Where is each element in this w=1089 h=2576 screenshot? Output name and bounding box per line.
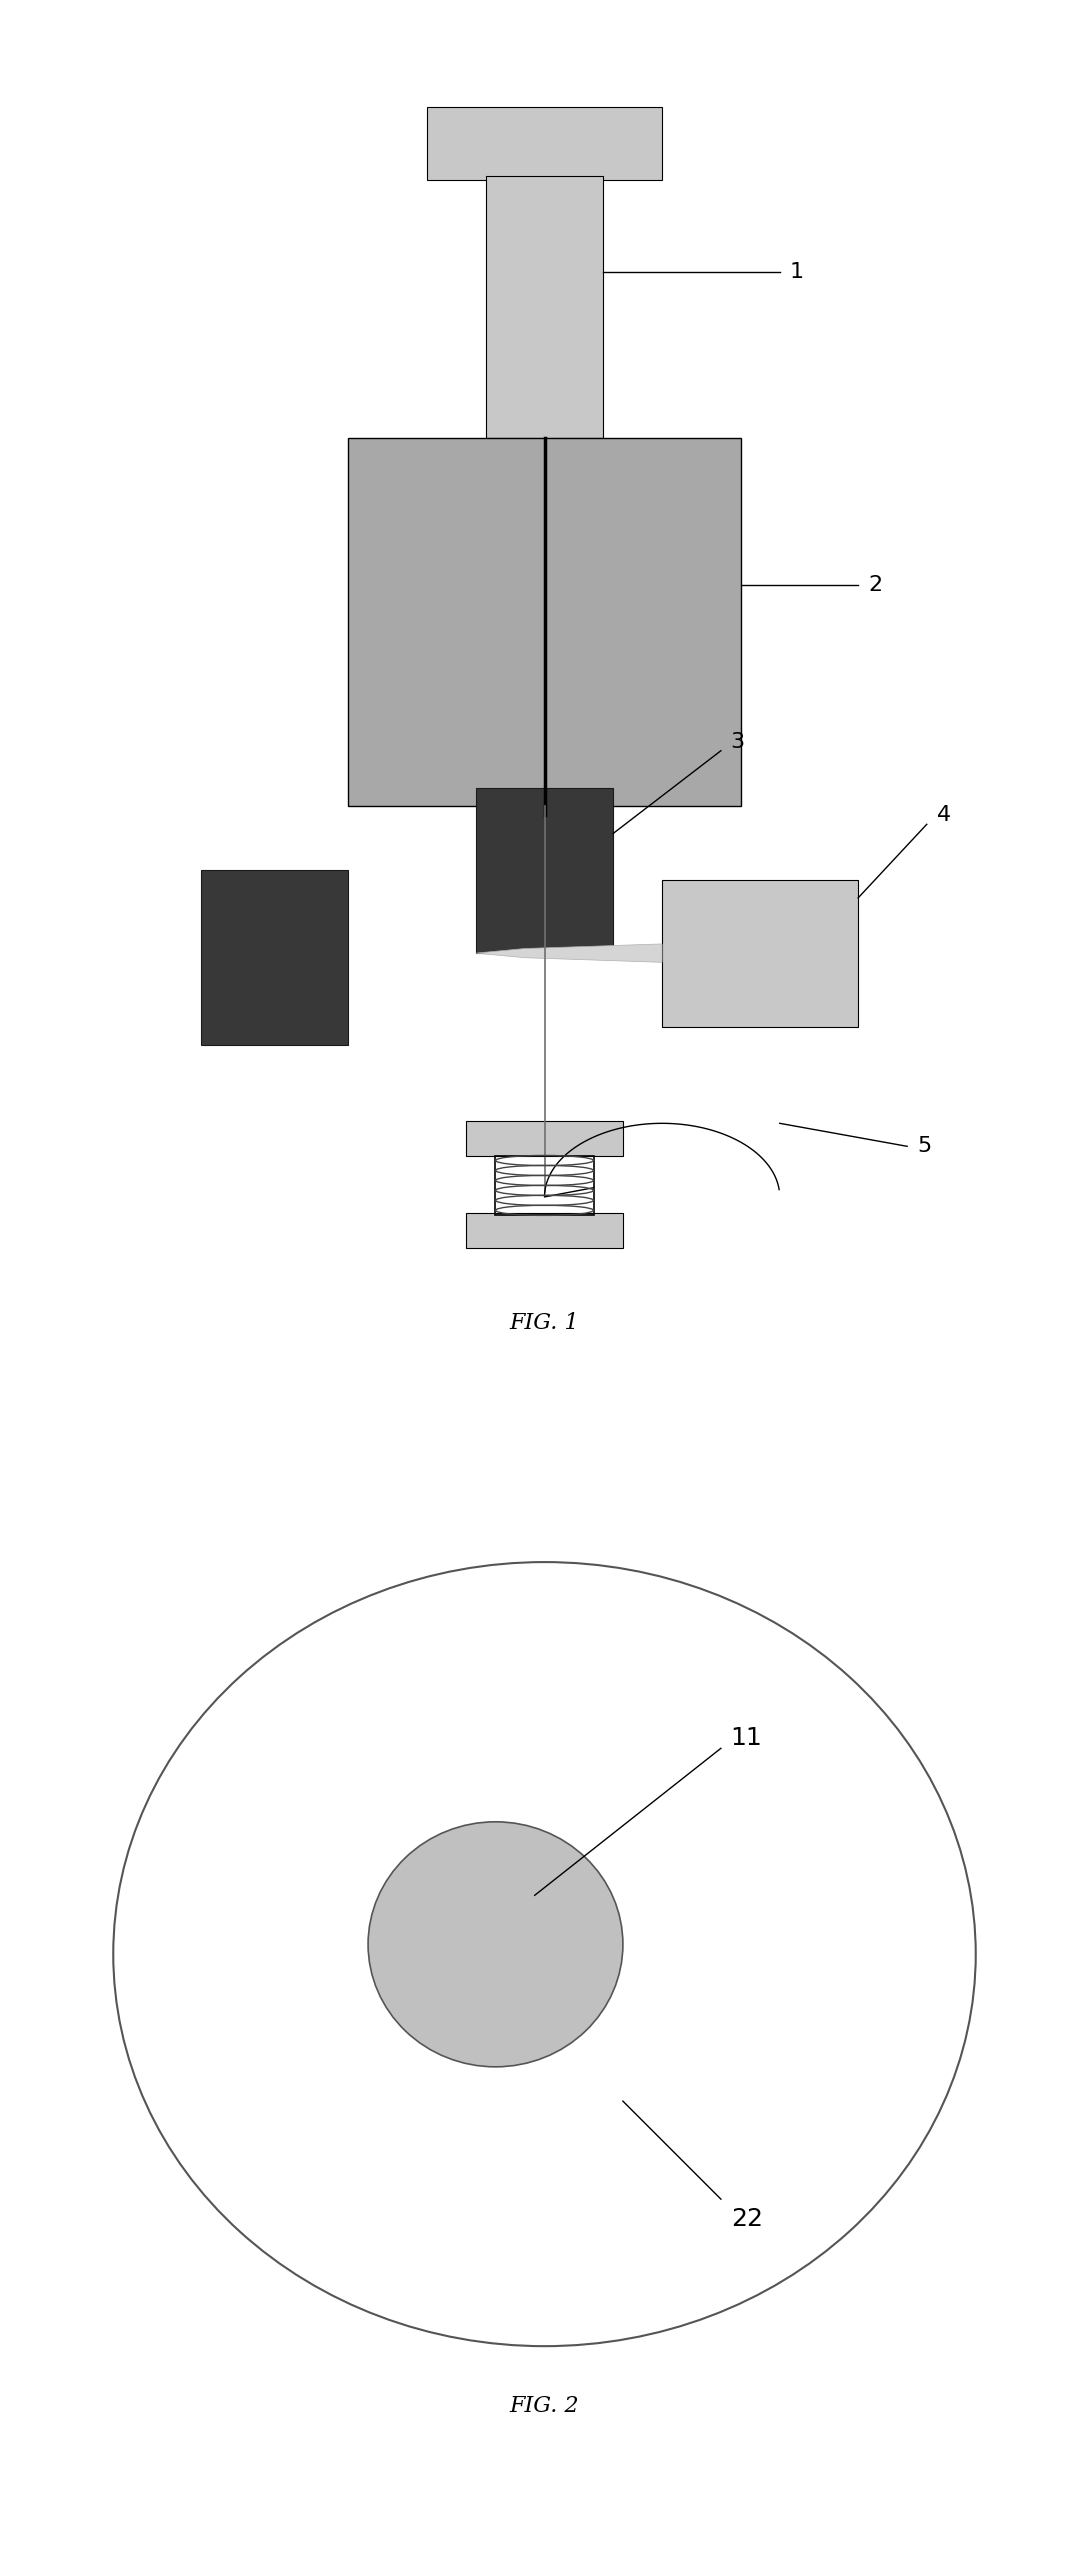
FancyBboxPatch shape [476, 788, 613, 953]
Text: 11: 11 [731, 1726, 762, 1752]
FancyBboxPatch shape [466, 1213, 623, 1247]
FancyBboxPatch shape [466, 1121, 623, 1157]
Text: 3: 3 [731, 732, 745, 752]
Text: 4: 4 [937, 806, 951, 824]
Ellipse shape [368, 1821, 623, 2066]
Text: FIG. 1: FIG. 1 [510, 1311, 579, 1334]
FancyBboxPatch shape [427, 106, 662, 180]
Text: 1: 1 [790, 263, 804, 283]
Text: 2: 2 [868, 574, 882, 595]
FancyBboxPatch shape [348, 438, 741, 806]
Ellipse shape [113, 1561, 976, 2347]
Text: FIG. 2: FIG. 2 [510, 2396, 579, 2416]
FancyBboxPatch shape [486, 175, 603, 438]
Text: 22: 22 [731, 2208, 762, 2231]
Text: 5: 5 [917, 1136, 931, 1157]
FancyBboxPatch shape [201, 871, 348, 1046]
FancyBboxPatch shape [662, 878, 858, 1028]
Polygon shape [476, 943, 662, 963]
